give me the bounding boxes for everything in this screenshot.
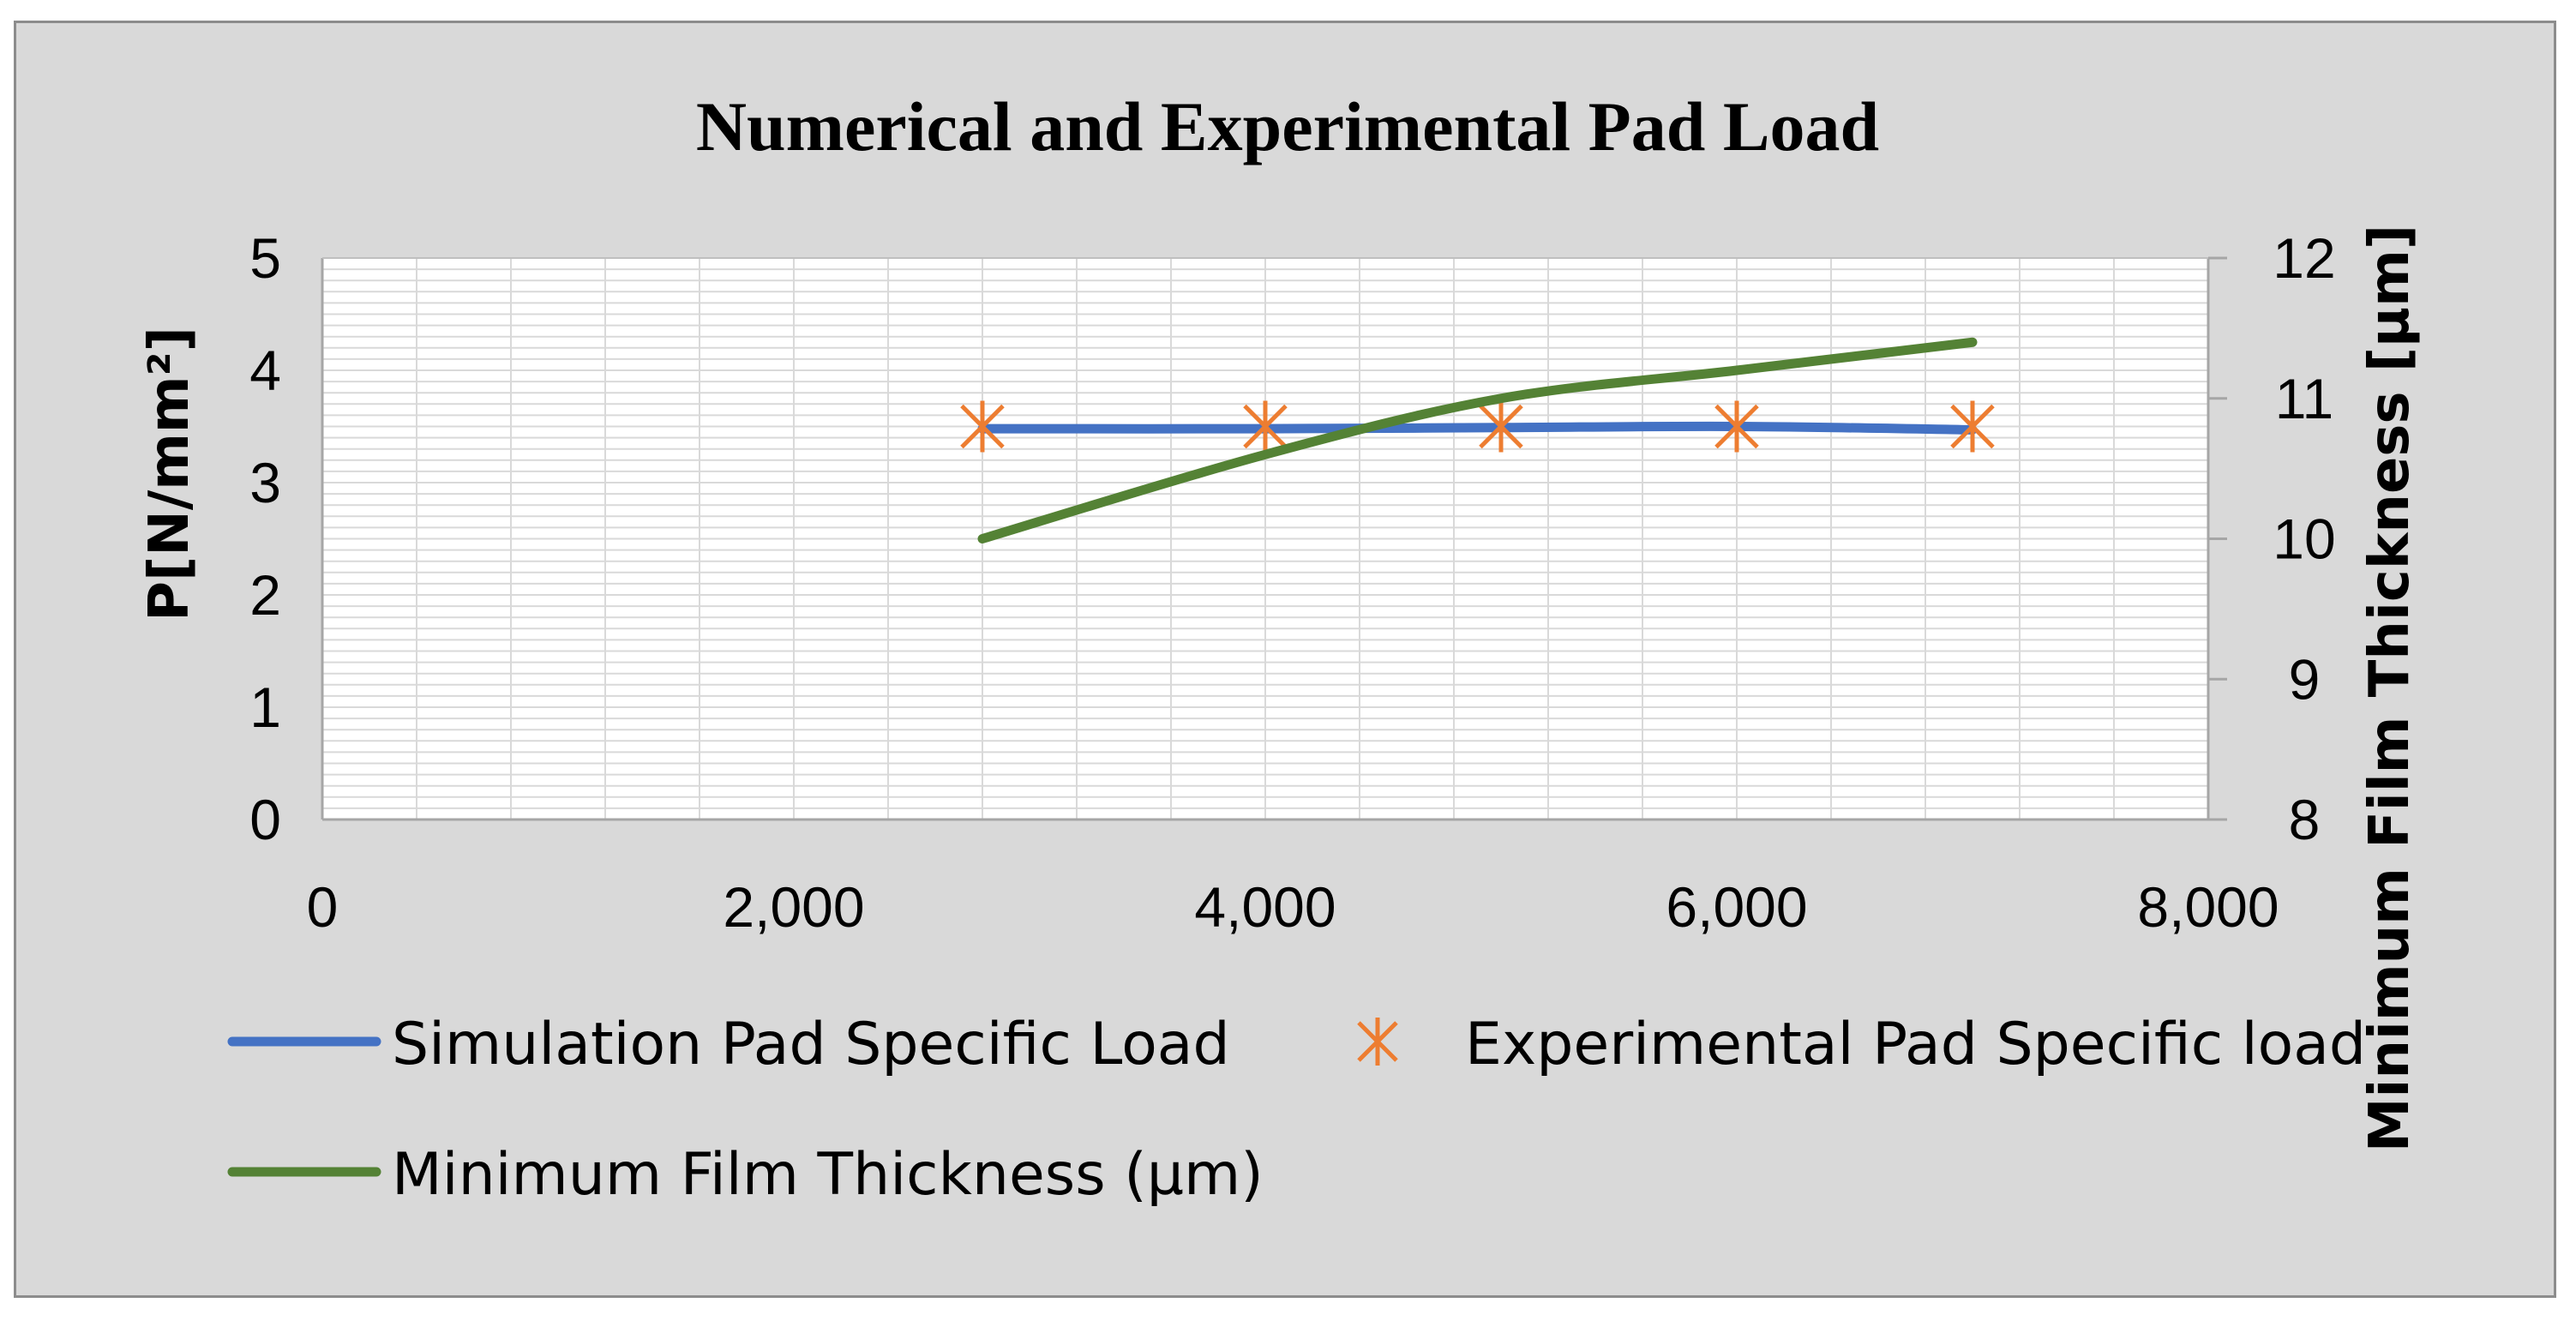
data-point-marker: [1714, 400, 1759, 453]
y2-tick-label: 8: [2289, 788, 2321, 851]
data-point-marker: [960, 400, 1005, 453]
data-point-marker: [1243, 400, 1288, 453]
series-layer: [960, 337, 1995, 543]
y2-tick-label: 11: [2275, 367, 2334, 430]
legend-label-1: Experimental Pad Specific load: [1465, 1011, 2366, 1078]
x-tick-label: 8,000: [2137, 875, 2279, 939]
plot-grid: [322, 258, 2208, 820]
y-tick-label: 4: [249, 339, 281, 402]
series-line-2: [977, 337, 1978, 543]
x-tick-label: 6,000: [1666, 875, 1807, 939]
data-point-marker: [1479, 400, 1523, 453]
chart-title: Numerical and Experimental Pad Load: [696, 87, 1879, 165]
x-tick-label: 2,000: [723, 875, 864, 939]
x-tick-label: 0: [307, 875, 339, 939]
y2-tick-label: 9: [2289, 647, 2321, 711]
legend-label-2: Minimum Film Thickness (µm): [392, 1141, 1264, 1209]
y-axis-title: P[N/mm²]: [138, 327, 201, 621]
series-line-0: [977, 421, 1978, 435]
data-point-marker: [1950, 400, 1995, 453]
y-tick-label: 3: [249, 451, 281, 514]
y2-axis-title: Minimum Film Thickness [µm]: [2358, 225, 2422, 1152]
legend-label-0: Simulation Pad Specific Load: [392, 1011, 1230, 1078]
y-tick-label: 2: [249, 563, 281, 627]
y2-tick-label: 12: [2273, 226, 2335, 290]
y-tick-label: 1: [249, 676, 281, 739]
y2-tick-label: 10: [2273, 507, 2335, 571]
legend-swatch-1: [1357, 1018, 1398, 1066]
y-tick-label: 5: [249, 226, 281, 290]
x-tick-label: 4,000: [1194, 875, 1336, 939]
chart: Numerical and Experimental Pad Load 0123…: [138, 87, 2422, 1209]
legend: Simulation Pad Specific Load Experimental…: [227, 1011, 2366, 1209]
y-tick-label: 0: [249, 788, 281, 851]
